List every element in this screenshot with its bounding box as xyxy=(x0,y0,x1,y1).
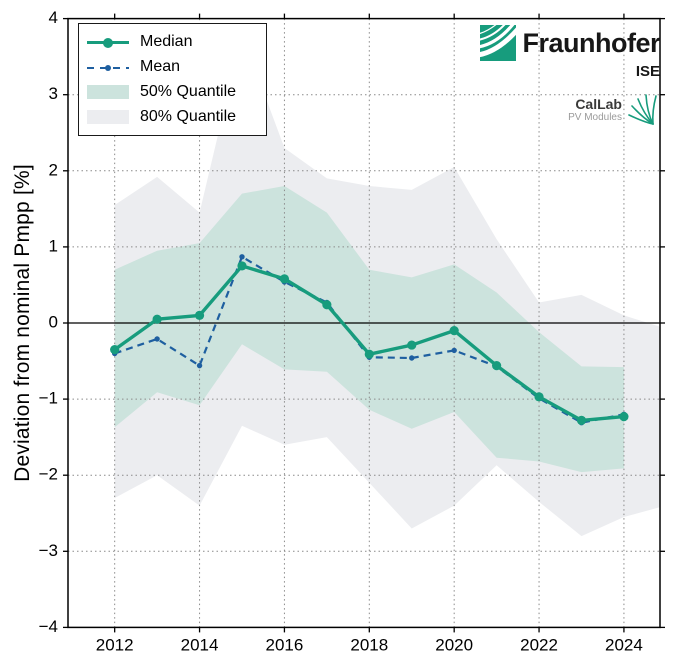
callab-title: CalLab xyxy=(575,96,622,112)
x-tick-label: 2022 xyxy=(520,635,558,654)
median-marker xyxy=(237,261,247,271)
legend-label-mean: Mean xyxy=(140,58,181,76)
legend-label-50-quantile: 50% Quantile xyxy=(140,82,237,100)
y-tick-label: −2 xyxy=(39,465,58,484)
median-marker xyxy=(576,415,587,426)
legend-label-median: Median xyxy=(140,33,193,51)
mean-marker xyxy=(239,254,245,260)
y-tick-label: 2 xyxy=(49,160,58,179)
x-tick-label: 2014 xyxy=(181,635,219,654)
median-line-swatch-icon xyxy=(87,35,129,49)
median-marker xyxy=(619,412,629,422)
y-tick-label: 0 xyxy=(49,312,58,331)
callab-fan-icon xyxy=(628,94,657,125)
mean-marker xyxy=(409,355,415,361)
median-marker xyxy=(322,300,332,310)
y-tick-label: 3 xyxy=(49,84,58,103)
legend-item-80-quantile: 80% Quantile xyxy=(87,108,258,126)
fraunhofer-logo: Fraunhofer ISE xyxy=(480,25,660,80)
median-marker xyxy=(279,274,290,284)
legend-item-median: Median xyxy=(87,33,258,51)
legend-item-50-quantile: 50% Quantile xyxy=(87,83,258,101)
x-tick-label: 2018 xyxy=(350,635,388,654)
x-tick-label: 2024 xyxy=(605,635,643,654)
mean-dashed-line-swatch-icon xyxy=(87,60,129,74)
mean-marker xyxy=(451,347,457,354)
x-tick-label: 2020 xyxy=(435,635,473,654)
legend: Median Mean 50% Quantile 80% Quantile xyxy=(78,23,267,136)
median-marker xyxy=(110,345,120,355)
band-80-swatch-icon xyxy=(87,109,129,124)
legend-label-80-quantile: 80% Quantile xyxy=(140,107,237,125)
median-marker xyxy=(534,392,544,402)
callab-subtitle: PV Modules xyxy=(568,112,622,123)
y-tick-label: −3 xyxy=(39,541,58,560)
fraunhofer-logo-icon xyxy=(480,25,517,61)
y-tick-label: −4 xyxy=(39,617,58,636)
y-tick-label: −1 xyxy=(39,389,58,408)
fraunhofer-wordmark: Fraunhofer xyxy=(522,28,660,58)
y-tick-label: 4 xyxy=(49,8,58,27)
median-marker xyxy=(492,361,502,371)
legend-item-mean: Mean xyxy=(87,58,258,76)
median-marker xyxy=(407,340,417,350)
mean-marker xyxy=(154,336,160,342)
band-50-swatch-icon xyxy=(87,84,129,99)
median-marker xyxy=(449,326,459,336)
x-tick-label: 2012 xyxy=(96,635,134,654)
y-tick-label: 1 xyxy=(49,236,58,255)
median-marker xyxy=(152,314,162,324)
x-tick-label: 2016 xyxy=(266,635,304,654)
mean-marker xyxy=(196,362,203,369)
y-axis-title: Deviation from nominal Pmpp [%] xyxy=(11,164,34,482)
median-marker xyxy=(194,310,205,320)
callab-logo: CalLab PV Modules xyxy=(568,93,660,127)
fraunhofer-institute-label: ISE xyxy=(635,63,660,80)
median-marker xyxy=(364,349,374,359)
